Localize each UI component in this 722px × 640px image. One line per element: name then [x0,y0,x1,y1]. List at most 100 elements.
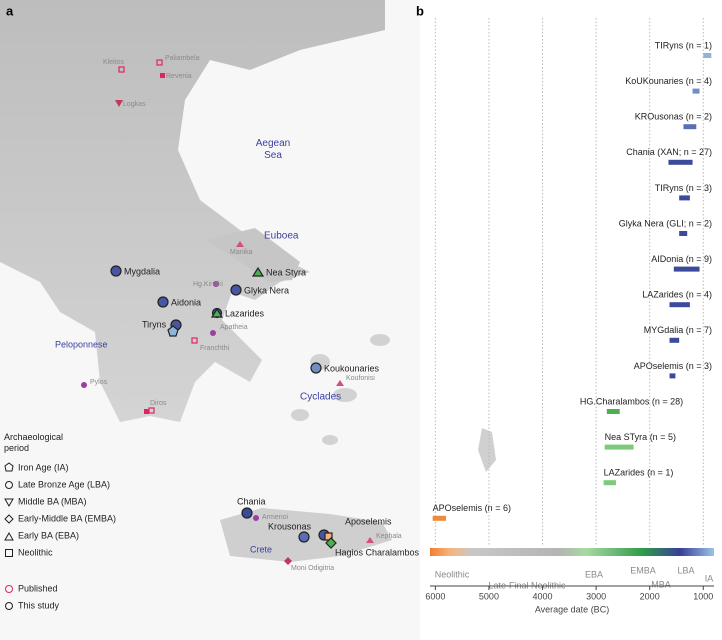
site-label: Glyka Nera [244,285,289,295]
range-bar [604,444,634,450]
range-bar [603,480,616,486]
site-label: Hg.Kiriaki [193,281,223,288]
period-label: IA [705,573,714,583]
region-label: Euboea [264,231,299,242]
islands [291,334,390,445]
site-label: Lazarides [225,308,265,318]
legend-title-box: Archaeological period [4,432,64,453]
row-label: APOselemis (n = 6) [433,503,511,513]
legend-label: Neolithic [18,547,53,557]
site-label: Moni Odigitria [291,565,334,572]
legend-symbol [4,531,14,541]
period-label: Neolithic [435,569,470,579]
site-marker [210,330,216,336]
legend-symbol [5,602,13,610]
range-bar [669,373,676,379]
legend-symbol [5,585,13,593]
legend-symbols [4,462,14,610]
legend-label: Middle BA (MBA) [18,496,87,506]
x-tick-label: 3000 [586,591,606,601]
site-marker [325,537,337,549]
row-label: LAZarides (n = 1) [604,468,674,478]
row-label: KROusonas (n = 2) [635,112,712,122]
range-bar [432,515,447,521]
mainland [0,0,385,422]
region-label: Aegean Sea [255,138,291,161]
row-label: TIRyns (n = 1) [655,40,712,50]
site-label: Franchthi [200,345,230,352]
site-marker [284,557,292,565]
legend-title: Archaeological period [4,432,64,453]
site-label: Diros [150,400,167,407]
period-label: MBA [651,579,671,589]
site-label: Apatheia [220,324,248,331]
site-marker [310,362,322,374]
period-label: Late-Final Neolithic [488,580,566,590]
euboea-island [205,228,300,282]
site-label: Koukounaries [324,363,380,373]
site-label: Kleitos [103,59,125,66]
row-label: TIRyns (n = 3) [655,183,712,193]
site-label: Koufonisi [346,375,375,382]
site-marker [241,507,253,519]
period-label: EBA [585,569,603,579]
site-marker [110,265,122,277]
region-label: Cyclades [300,392,341,403]
legend-symbol [5,549,13,557]
site-marker [156,59,163,66]
site-label: Tiryns [142,319,167,329]
site-marker [251,266,265,277]
site-label: Manika [230,249,253,256]
site-marker [148,407,155,414]
row-label: HG.Charalambos (n = 28) [580,396,683,406]
legend-label: Early BA (EBA) [18,530,79,540]
row-label: Nea STyra (n = 5) [605,432,676,442]
row-label: APOselemis (n = 3) [634,361,712,371]
site-marker [210,307,224,318]
panel-label: a [6,3,14,18]
legend-label: This study [18,600,60,610]
site-marker [230,284,242,296]
site-marker [366,537,374,543]
legend-symbol [5,481,13,489]
x-tick-label: 1000 [693,591,713,601]
range-bar [703,53,712,58]
site-label: Aposelemis [345,516,392,526]
range-bar [679,195,690,201]
row-label: Glyka Nera (GLI; n = 2) [619,218,712,228]
row-label: Chania (XAN; n = 27) [626,147,712,157]
site-label: Aidonia [171,297,201,307]
region-label: Peloponnese [55,339,108,349]
site-label: Krousonas [268,521,312,531]
x-tick-label: 4000 [533,591,553,601]
rhodes-island [478,428,496,472]
site-label: Logkas [123,101,146,108]
site-marker [160,73,165,78]
range-bar [669,337,680,343]
legend-label: Early-Middle BA (EMBA) [18,513,116,523]
site-marker [213,281,219,287]
site-marker [118,66,125,73]
site-marker [236,241,244,247]
region-label-box: Aegean Sea [255,138,291,161]
x-axis-label: Average date (BC) [535,604,609,614]
row-label: LAZarides (n = 4) [642,290,712,300]
site-label: Revenia [166,73,192,80]
range-bar [606,409,620,414]
range-bar [668,159,693,165]
period-label: EMBA [630,565,656,575]
range-bar [679,231,688,236]
row-label: MYGdalia (n = 7) [644,325,712,335]
range-bar [692,88,700,94]
x-tick-label: 5000 [479,591,499,601]
panel-label: b [416,3,424,18]
period-bar [430,548,714,556]
site-label: Kephala [376,533,402,540]
x-tick-label: 2000 [640,591,660,601]
site-label: Nea Styra [266,267,306,277]
legend-label: Iron Age (IA) [18,462,69,472]
period-label: LBA [677,565,694,575]
site-marker [115,100,123,107]
x-tick-label: 6000 [425,591,445,601]
